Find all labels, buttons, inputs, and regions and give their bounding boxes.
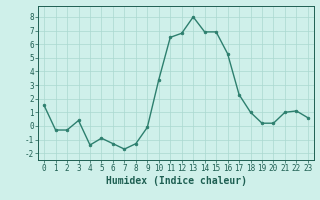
X-axis label: Humidex (Indice chaleur): Humidex (Indice chaleur) [106, 176, 246, 186]
